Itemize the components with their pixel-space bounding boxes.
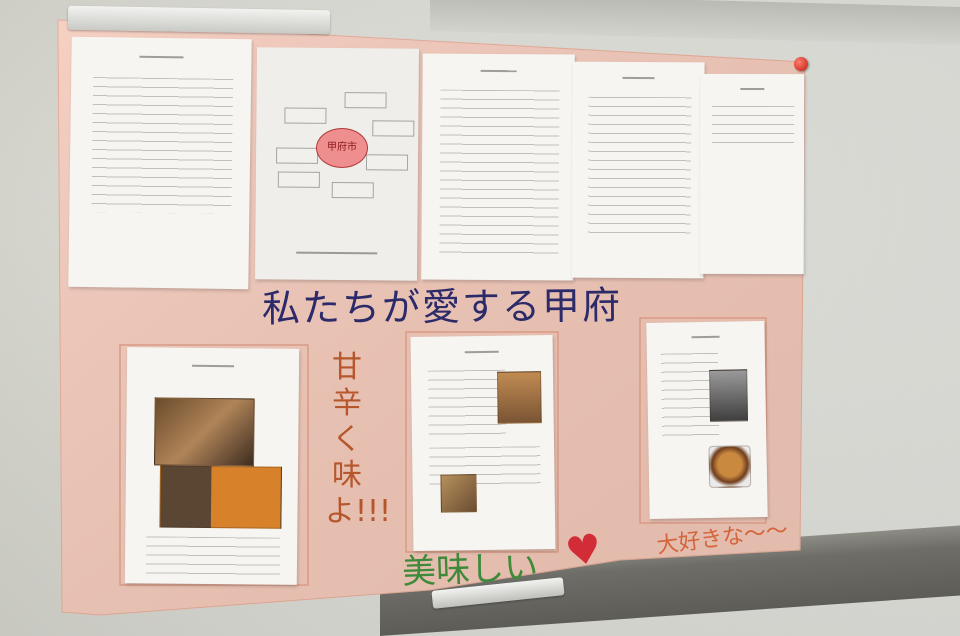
vertical-caption: 甘辛く味よ!!! [325,350,392,529]
poster-title: 私たちが愛する甲府 [261,283,623,331]
document-3 [421,53,575,281]
article-middle [410,335,556,551]
article-right [646,320,768,520]
article-left [124,347,300,585]
pushpin-icon [794,57,808,71]
document-5 [699,73,805,275]
document-4 [571,61,705,279]
magnet-strip-top [67,5,331,35]
frame-left [119,344,309,586]
frame-middle [405,331,559,553]
document-1 [68,36,252,290]
heart-icon: ♥ [562,525,606,577]
diagram-center-circle: 甲府市 [316,128,368,168]
